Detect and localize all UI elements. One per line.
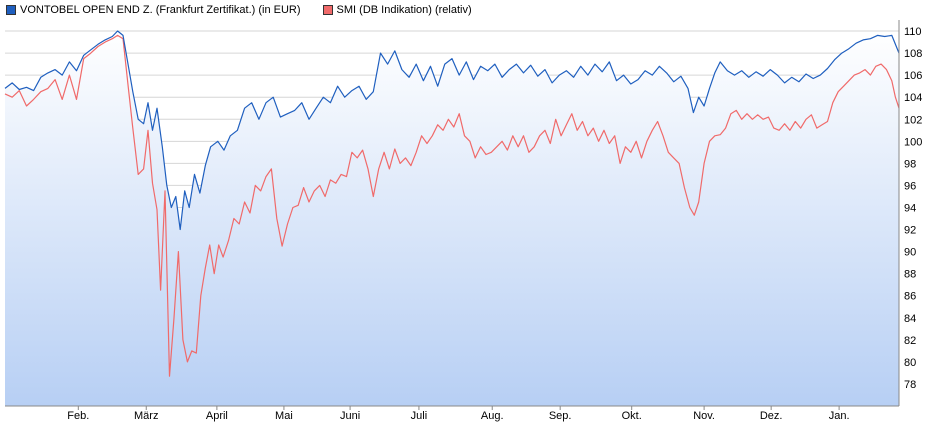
y-tick-label: 82 — [904, 335, 916, 347]
x-tick-label: Aug. — [481, 410, 504, 422]
y-tick-label: 104 — [904, 92, 922, 104]
x-tick-label: Mai — [275, 410, 293, 422]
x-tick-label: Feb. — [67, 410, 89, 422]
y-tick-label: 94 — [904, 202, 916, 214]
series-line-2 — [4, 34, 900, 377]
legend-item-series-1: VONTOBEL OPEN END Z. (Frankfurt Zertifik… — [6, 4, 301, 16]
legend-label-series-2: SMI (DB Indikation) (relativ) — [336, 4, 472, 16]
legend-swatch-series-1 — [6, 5, 16, 15]
legend: VONTOBEL OPEN END Z. (Frankfurt Zertifik… — [6, 4, 472, 16]
y-tick-label: 84 — [904, 313, 916, 325]
x-tick-label: Nov. — [693, 410, 715, 422]
x-tick-label: März — [134, 410, 158, 422]
y-tick-label: 100 — [904, 136, 922, 148]
series-lines — [4, 30, 900, 377]
x-tick-label: Dez. — [760, 410, 783, 422]
x-tick-label: April — [206, 410, 228, 422]
legend-swatch-series-2 — [322, 5, 333, 15]
y-tick-label: 86 — [904, 291, 916, 303]
x-tick-label: Okt. — [622, 410, 642, 422]
y-tick-label: 102 — [904, 114, 922, 126]
y-tick-label: 98 — [904, 158, 916, 170]
series-area-fill — [5, 31, 899, 406]
y-tick-label: 90 — [904, 247, 916, 259]
y-tick-label: 108 — [904, 48, 922, 60]
y-tick-labels: 78 80 82 84 86 88 90 92 94 96 98 100 102 104 106 108 110 — [904, 26, 922, 391]
series-line-1 — [4, 30, 900, 231]
x-tick-label: Sep. — [549, 410, 572, 422]
y-tick-label: 80 — [904, 357, 916, 369]
y-tick-label: 92 — [904, 225, 916, 237]
legend-item-series-2: SMI (DB Indikation) (relativ) — [322, 4, 472, 16]
y-tick-label: 110 — [904, 26, 922, 38]
x-tick-label: Juni — [340, 410, 360, 422]
y-tick-label: 106 — [904, 70, 922, 82]
y-tick-label: 96 — [904, 180, 916, 192]
x-tick-label: Juli — [411, 410, 428, 422]
y-tick-label: 88 — [904, 269, 916, 281]
y-tick-label: 78 — [904, 379, 916, 391]
x-tick-label: Jan. — [829, 410, 850, 422]
legend-label-series-1: VONTOBEL OPEN END Z. (Frankfurt Zertifik… — [20, 4, 301, 16]
x-tick-labels: Feb. März April Mai Juni Juli Aug. Sep. Okt. Nov.… — [67, 406, 850, 422]
